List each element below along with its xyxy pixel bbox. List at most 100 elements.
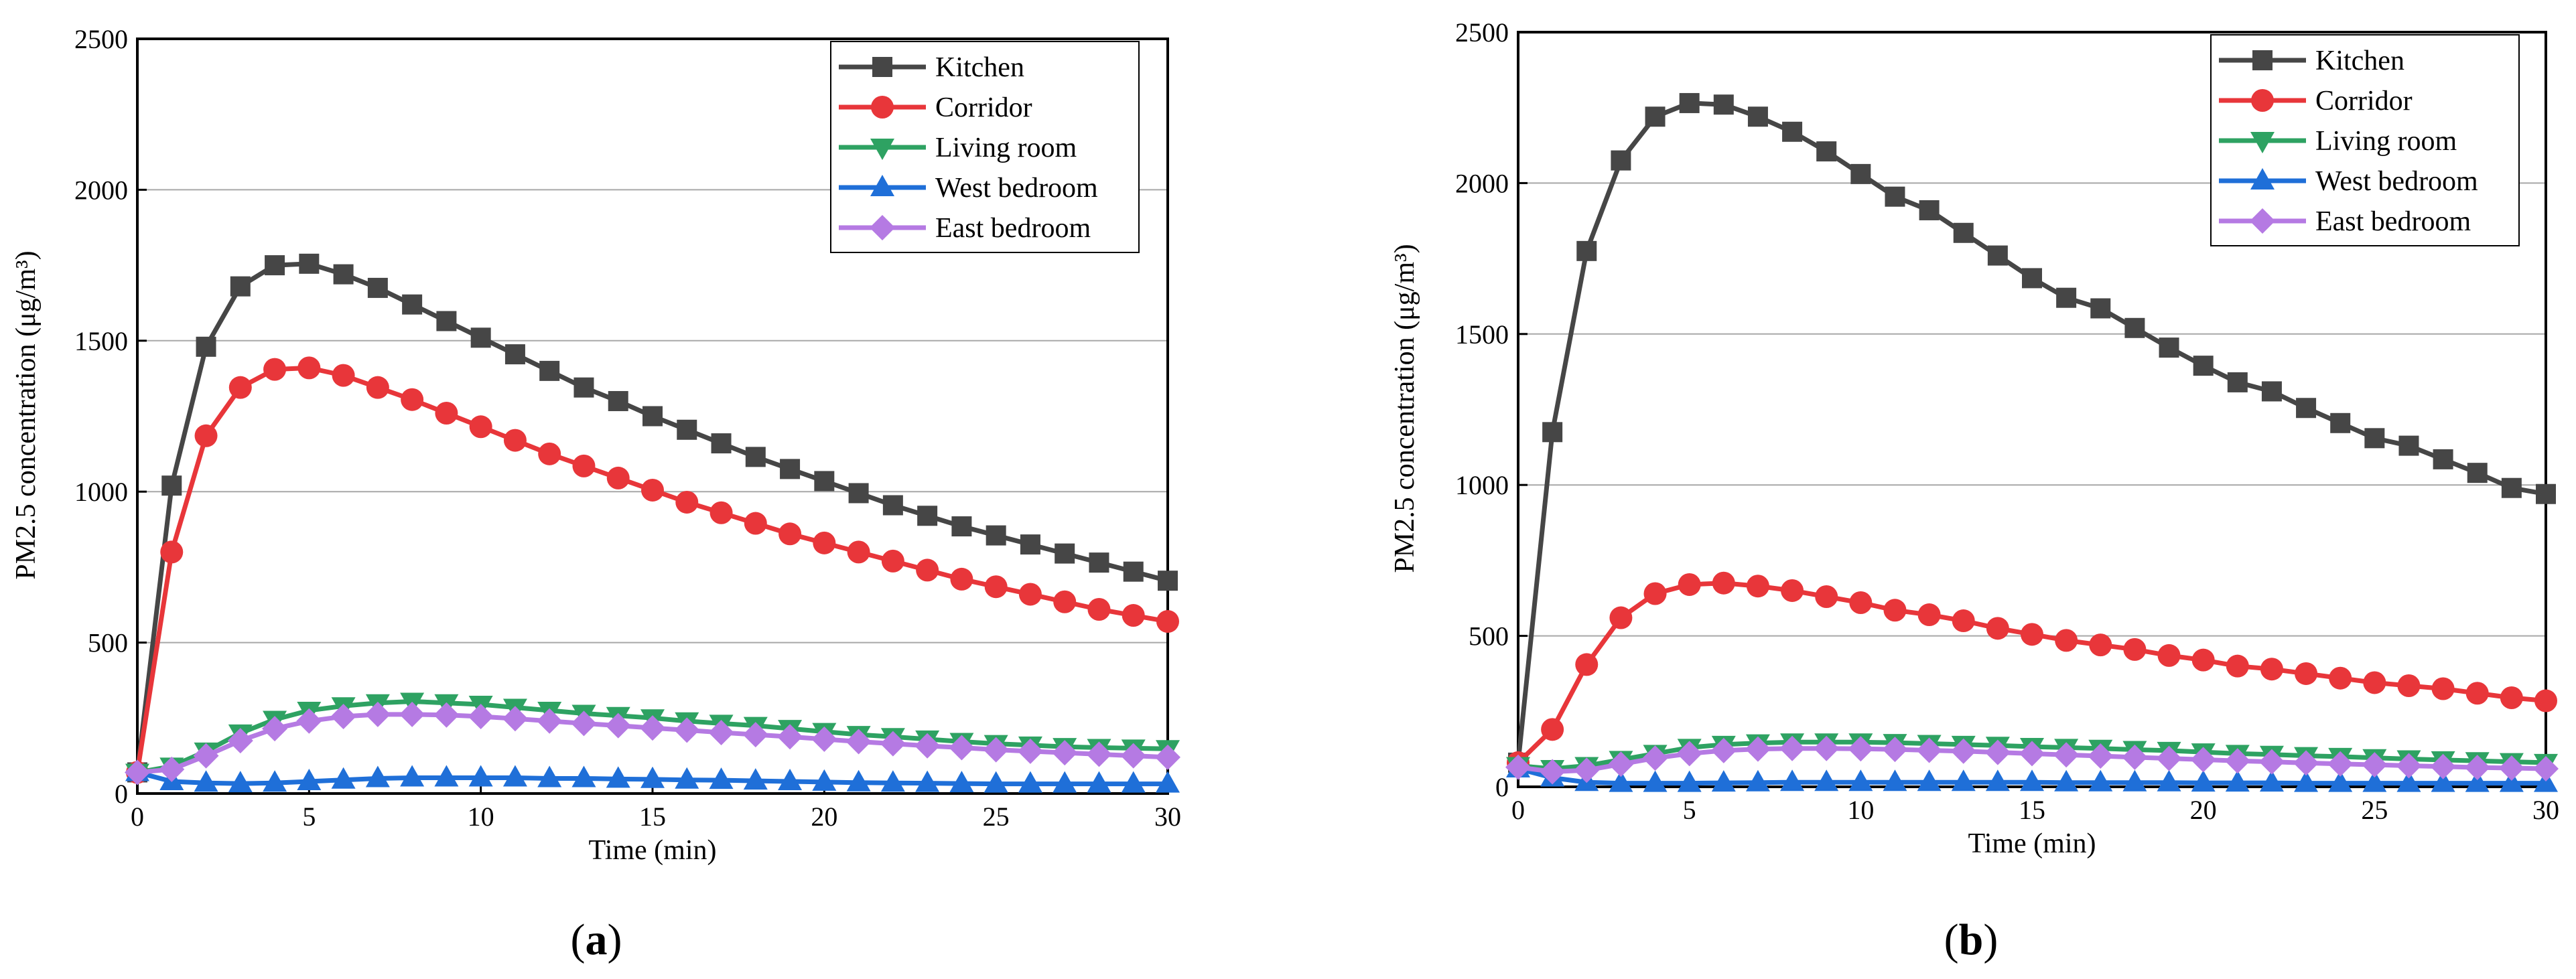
data-point-east-bedroom	[1155, 744, 1180, 770]
data-point-east-bedroom	[845, 729, 872, 755]
x-tick-label: 15	[2019, 795, 2045, 825]
data-point-kitchen	[2261, 381, 2282, 402]
legend-item-east-bedroom: East bedroom	[2219, 206, 2471, 237]
data-point-west-bedroom	[468, 765, 493, 787]
data-point-east-bedroom	[571, 710, 597, 737]
data-point-kitchen	[2536, 483, 2556, 504]
data-point-kitchen	[161, 475, 182, 496]
data-point-kitchen	[1850, 163, 1871, 184]
data-point-west-bedroom	[1780, 769, 1805, 792]
series-east-bedroom	[125, 701, 1180, 785]
data-point-kitchen	[608, 390, 628, 411]
y-tick-label: 0	[1495, 772, 1509, 802]
data-point-east-bedroom	[1017, 738, 1043, 764]
data-point-west-bedroom	[1814, 769, 1839, 792]
data-point-corridor	[572, 454, 596, 477]
data-point-corridor	[332, 364, 355, 387]
data-point-corridor	[916, 558, 939, 582]
legend-item-corridor: Corridor	[839, 92, 1032, 123]
data-point-corridor	[263, 358, 287, 381]
data-point-corridor	[1575, 653, 1599, 676]
data-point-west-bedroom	[1883, 769, 1907, 792]
data-point-kitchen	[1713, 94, 1734, 115]
data-point-kitchen	[2433, 449, 2453, 469]
legend-marker	[2250, 208, 2275, 234]
data-point-east-bedroom	[193, 743, 219, 769]
data-point-kitchen	[470, 327, 491, 348]
data-point-east-bedroom	[1540, 759, 1566, 785]
legend-item-kitchen: Kitchen	[839, 52, 1024, 83]
legend-label: Corridor	[935, 92, 1032, 123]
data-point-corridor	[1678, 573, 1701, 596]
y-tick-label: 1000	[74, 477, 128, 507]
data-point-corridor	[160, 540, 184, 564]
series-line-corridor	[1516, 581, 2547, 765]
data-point-west-bedroom	[502, 765, 527, 787]
data-point-east-bedroom	[1779, 735, 1806, 761]
data-point-west-bedroom	[2191, 770, 2216, 792]
data-point-corridor	[538, 442, 561, 465]
data-point-kitchen	[1885, 186, 1905, 207]
data-point-west-bedroom	[984, 771, 1008, 793]
data-point-kitchen	[2022, 268, 2042, 289]
legend-marker	[2250, 168, 2275, 190]
data-point-kitchen	[2090, 298, 2111, 319]
data-point-corridor	[1712, 571, 1735, 595]
data-point-west-bedroom	[812, 769, 837, 791]
y-tick-label: 500	[1469, 621, 1509, 652]
data-point-west-bedroom	[2020, 769, 2044, 792]
series-kitchen	[127, 253, 1178, 783]
data-point-kitchen	[333, 264, 354, 285]
data-point-west-bedroom	[2088, 769, 2113, 792]
data-point-corridor	[2089, 633, 2112, 657]
data-point-west-bedroom	[949, 771, 974, 793]
data-point-kitchen	[1645, 106, 1666, 127]
data-point-west-bedroom	[2157, 769, 2181, 792]
data-point-west-bedroom	[2362, 770, 2387, 792]
data-point-west-bedroom	[743, 768, 768, 790]
x-tick-label: 30	[1154, 802, 1181, 832]
panel-caption: (a)	[571, 915, 622, 964]
data-point-west-bedroom	[1053, 771, 1077, 793]
data-point-east-bedroom	[2019, 741, 2045, 767]
legend-item-kitchen: Kitchen	[2219, 46, 2404, 76]
data-point-west-bedroom	[1643, 770, 1668, 792]
legend-label: East bedroom	[2315, 206, 2471, 237]
data-point-east-bedroom	[2053, 742, 2080, 768]
data-point-west-bedroom	[1018, 771, 1042, 793]
data-point-east-bedroom	[811, 726, 837, 752]
data-point-west-bedroom	[297, 768, 322, 790]
data-point-corridor	[297, 356, 321, 380]
data-point-east-bedroom	[2190, 747, 2216, 773]
data-point-kitchen	[1020, 534, 1040, 555]
data-point-kitchen	[1089, 552, 1109, 573]
data-point-east-bedroom	[1950, 738, 1976, 764]
data-point-kitchen	[402, 294, 423, 315]
data-point-corridor	[2329, 666, 2352, 690]
data-point-east-bedroom	[1086, 741, 1112, 767]
data-point-kitchen	[814, 471, 835, 492]
data-point-east-bedroom	[2498, 755, 2524, 781]
data-point-west-bedroom	[194, 770, 218, 792]
legend: Kitchen Corridor Living room West bedroom Ea…	[2210, 34, 2520, 246]
data-point-east-bedroom	[2156, 745, 2182, 771]
data-point-east-bedroom	[2396, 753, 2422, 779]
data-point-east-bedroom	[1120, 743, 1146, 769]
data-point-corridor	[1815, 585, 1838, 608]
data-point-west-bedroom	[2122, 769, 2147, 792]
data-point-corridor	[2021, 623, 2043, 646]
legend-marker	[870, 215, 895, 240]
data-point-kitchen	[2124, 317, 2145, 338]
data-point-west-bedroom	[1609, 770, 1633, 792]
data-point-corridor	[1883, 599, 1907, 622]
data-point-west-bedroom	[709, 767, 734, 789]
data-point-west-bedroom	[1121, 771, 1146, 793]
data-point-east-bedroom	[949, 735, 975, 761]
data-point-east-bedroom	[227, 728, 253, 754]
legend-item-west-bedroom: West bedroom	[839, 173, 1098, 204]
series-line-kitchen	[135, 261, 1168, 773]
legend-label: East bedroom	[935, 213, 1091, 244]
data-point-corridor	[606, 466, 630, 490]
data-point-corridor	[2123, 637, 2147, 661]
data-point-east-bedroom	[1814, 735, 1840, 761]
